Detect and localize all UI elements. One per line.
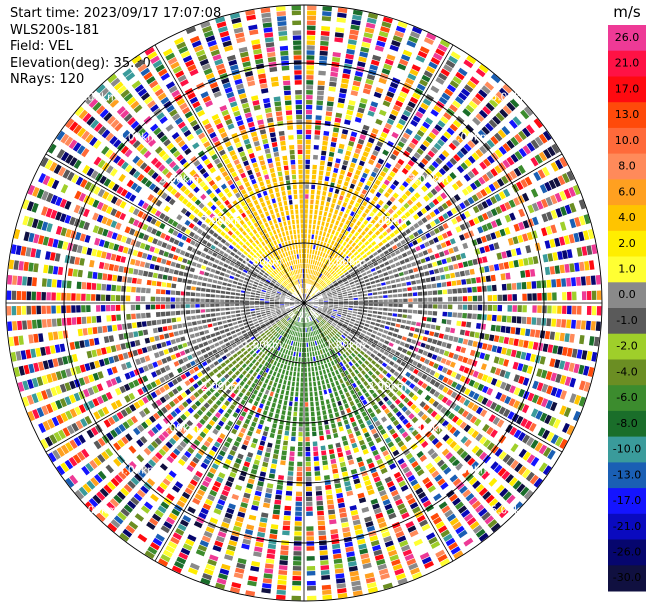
colorbar-swatch [608, 179, 646, 206]
colorbar-swatch [608, 539, 646, 566]
azimuth-spoke [303, 302, 563, 453]
azimuth-spoke [45, 153, 305, 304]
azimuth-spoke [154, 44, 305, 304]
range-ring-label: 2.00km [201, 381, 241, 393]
velocity-cells [31, 6, 595, 586]
colorbar-tick-label: 2.0 [618, 237, 636, 250]
colorbar-tick-label: 8.0 [618, 160, 636, 173]
colorbar-swatch [608, 488, 646, 515]
colorbar-swatch [608, 513, 646, 540]
colorbar-swatch [608, 205, 646, 232]
colorbar-swatch [608, 385, 646, 412]
range-ring-label: 3.00km [409, 173, 449, 185]
colorbar-tick-label: -4.0 [616, 365, 637, 378]
header-info: Start time: 2023/09/17 17:07:08 WLS200s-… [10, 6, 221, 89]
colorbar-swatch [608, 76, 646, 103]
colorbar-tick-label: -6.0 [616, 391, 637, 404]
colorbar-tick-label: 10.0 [615, 134, 640, 147]
range-ring-label: 4.00km [118, 464, 158, 476]
range-ring-label: 2.00km [201, 215, 241, 227]
ppi-rays [6, 5, 602, 601]
colorbar-swatch [608, 102, 646, 129]
azimuth-spoke [154, 302, 305, 562]
colorbar-swatch [608, 462, 646, 489]
field-label: Field: VEL [10, 39, 73, 54]
range-ring-label: 1.00km [243, 256, 283, 268]
colorbar-tick-label: 17.0 [615, 82, 640, 95]
colorbar-tick-label: 0.0 [618, 288, 636, 301]
colorbar-swatch [608, 50, 646, 77]
colorbar-tick-label: -13.0 [613, 468, 641, 481]
range-ring-label: 2.00km [367, 215, 407, 227]
azimuth-spoke [303, 302, 454, 562]
range-ring-label: 1.00km [326, 256, 366, 268]
nrays-label: NRays: 120 [10, 72, 85, 87]
color-bar: m/s 26.0 21.0 17.0 13.0 10.0 8.0 6.0 4.0 2.0 1.0 0.… [608, 3, 646, 592]
colorbar-swatch [608, 25, 646, 52]
colorbar-swatch [608, 410, 646, 438]
colorbar-tick-label: 6.0 [618, 185, 636, 198]
velocity-cells [8, 10, 590, 599]
range-ring-label: 5.00km [491, 505, 531, 517]
device-label: WLS200s-181 [10, 22, 100, 38]
range-ring-label: 5.00km [78, 92, 118, 104]
range-ring-label: 1.00km [326, 340, 366, 352]
colorbar-swatch [608, 282, 646, 309]
range-ring-label: 2.00km [367, 381, 407, 393]
colorbar-tick-label: -8.0 [616, 417, 637, 430]
colorbar-swatch [608, 256, 646, 283]
range-ring-label: 1.00km [243, 340, 283, 352]
colorbar-tick-label: -21.0 [613, 520, 641, 533]
velocity-cells [11, 12, 570, 595]
colorbar-swatch [608, 359, 646, 386]
azimuth-spoke [303, 44, 454, 304]
colorbar-unit: m/s [613, 3, 641, 21]
elevation-label: Elevation(deg): 35.30 [10, 55, 151, 71]
colorbar-tick-label: -1.0 [616, 314, 637, 327]
colorbar-tick-label: 13.0 [615, 108, 640, 121]
colorbar-swatch [608, 565, 646, 592]
colorbar-tick-label: 26.0 [615, 31, 640, 44]
colorbar-tick-label: -17.0 [613, 494, 641, 507]
colorbar-swatch [608, 230, 646, 257]
range-rings [5, 4, 603, 602]
range-ring-label: 3.00km [159, 173, 199, 185]
range-ring-label: 4.00km [118, 132, 158, 144]
colorbar-tick-label: 1.0 [618, 263, 636, 276]
range-ring-label: 4.00km [450, 464, 490, 476]
azimuth-spoke [45, 302, 305, 453]
colorbar-tick-label: -30.0 [613, 571, 641, 584]
colorbar-swatch [608, 153, 646, 180]
range-ring-label: 4.00km [450, 132, 490, 144]
range-ring-labels: 1.00km 1.00km 1.00km 1.00km 2.00km 2.00km 2.00… [78, 92, 531, 517]
colorbar-tick-label: 21.0 [615, 57, 640, 70]
colorbar-swatch [608, 333, 646, 360]
range-ring-label: 5.00km [78, 505, 118, 517]
colorbar-tick-label: -2.0 [616, 340, 637, 353]
colorbar-swatch [608, 127, 646, 155]
range-ring-label: 3.00km [409, 423, 449, 435]
range-ring-label: 5.00km [491, 92, 531, 104]
colorbar-tick-label: -10.0 [613, 443, 641, 456]
colorbar-swatch [608, 436, 646, 463]
range-ring-label: 3.00km [159, 423, 199, 435]
azimuth-spoke [303, 153, 563, 304]
colorbar-swatch [608, 308, 646, 335]
colorbar-tick-label: 4.0 [618, 211, 636, 224]
colorbar-tick-label: -26.0 [613, 546, 641, 559]
start-time-label: Start time: 2023/09/17 17:07:08 [10, 6, 222, 21]
